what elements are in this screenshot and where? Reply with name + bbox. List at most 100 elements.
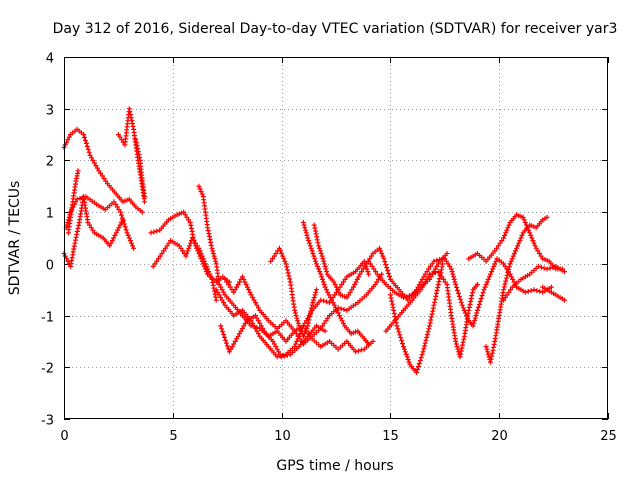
- data-point: [154, 258, 160, 264]
- data-point: [107, 243, 113, 249]
- data-point: [440, 261, 446, 267]
- data-point: [432, 270, 438, 275]
- data-point: [284, 264, 290, 270]
- data-point: [86, 149, 92, 155]
- data-point: [501, 297, 507, 303]
- data-point: [306, 238, 312, 244]
- data-point: [118, 220, 124, 225]
- data-point: [254, 302, 260, 308]
- data-point: [278, 248, 283, 254]
- y-tick-label: 3: [46, 104, 54, 119]
- data-point: [341, 307, 347, 312]
- data-point: [85, 220, 91, 225]
- data-point: [485, 276, 491, 282]
- data-point: [315, 263, 320, 269]
- data-point: [124, 230, 130, 236]
- data-point: [282, 258, 288, 264]
- y-tick-label: 0: [46, 259, 54, 274]
- data-point: [300, 220, 306, 225]
- data-point: [519, 232, 525, 238]
- data-point: [528, 288, 534, 294]
- data-point: [129, 240, 134, 246]
- data-point: [303, 328, 308, 334]
- data-point: [109, 238, 115, 244]
- data-point: [386, 271, 391, 276]
- data-point: [294, 338, 300, 344]
- data-point: [403, 294, 409, 300]
- data-point: [441, 276, 446, 282]
- data-point: [460, 339, 466, 345]
- data-point: [321, 320, 327, 326]
- data-point: [502, 263, 508, 269]
- data-point: [325, 315, 331, 321]
- data-point: [471, 320, 477, 326]
- axis-ticks: 0 5 10 15 20 25 -3 -2 -1 0 1 2 3 4: [41, 52, 617, 445]
- data-point: [62, 253, 68, 259]
- series-track-19: [383, 269, 480, 360]
- data-point: [292, 307, 298, 313]
- data-point: [307, 240, 312, 246]
- data-point: [521, 217, 527, 223]
- data-point: [431, 258, 437, 264]
- data-point: [518, 235, 524, 241]
- plot-frame: [64, 57, 608, 419]
- data-point: [419, 284, 425, 290]
- data-point: [350, 284, 356, 290]
- data-point: [196, 183, 202, 189]
- data-point: [356, 274, 362, 280]
- data-point: [528, 232, 534, 238]
- data-point: [533, 245, 539, 251]
- series-track-2: [63, 194, 137, 251]
- x-tick-label: 5: [169, 429, 177, 444]
- series-track-18: [387, 261, 446, 375]
- data-point: [492, 248, 498, 254]
- data-point: [317, 245, 322, 251]
- chart-title: Day 312 of 2016, Sidereal Day-to-day VTE…: [53, 21, 618, 37]
- data-point: [489, 269, 495, 275]
- data-point: [286, 273, 292, 279]
- data-point: [515, 243, 521, 249]
- data-point: [426, 266, 432, 272]
- data-point: [349, 287, 355, 293]
- data-point: [508, 274, 514, 280]
- data-point: [322, 328, 328, 334]
- series-track-21: [466, 212, 565, 272]
- data-point: [211, 253, 217, 259]
- data-point: [456, 290, 461, 296]
- data-point: [66, 134, 72, 140]
- data-point: [253, 300, 258, 306]
- data-point: [122, 224, 128, 230]
- data-point: [562, 269, 567, 275]
- data-point: [205, 266, 211, 272]
- data-point: [130, 243, 135, 249]
- data-point: [101, 176, 107, 181]
- data-point: [531, 287, 537, 293]
- data-point: [239, 326, 245, 331]
- data-point: [460, 305, 466, 311]
- data-point: [537, 251, 542, 256]
- data-point: [219, 287, 225, 293]
- data-point: [455, 288, 460, 293]
- series-track-5: [115, 106, 147, 205]
- data-point: [247, 289, 253, 295]
- data-point: [308, 245, 314, 251]
- data-point: [226, 282, 231, 287]
- data-point: [399, 338, 405, 344]
- data-point: [281, 256, 287, 262]
- data-point: [406, 293, 412, 299]
- data-point: [271, 253, 277, 259]
- data-point: [424, 269, 430, 275]
- data-point: [458, 299, 464, 305]
- data-point: [257, 320, 263, 326]
- data-point: [155, 256, 161, 262]
- data-point: [99, 173, 105, 179]
- data-point: [369, 263, 375, 269]
- data-point: [199, 253, 205, 259]
- data-point: [208, 242, 214, 248]
- data-point: [253, 313, 258, 319]
- data-point: [131, 245, 137, 251]
- data-point: [400, 341, 405, 347]
- data-point: [377, 245, 382, 251]
- data-point: [125, 232, 131, 238]
- data-point: [353, 279, 359, 285]
